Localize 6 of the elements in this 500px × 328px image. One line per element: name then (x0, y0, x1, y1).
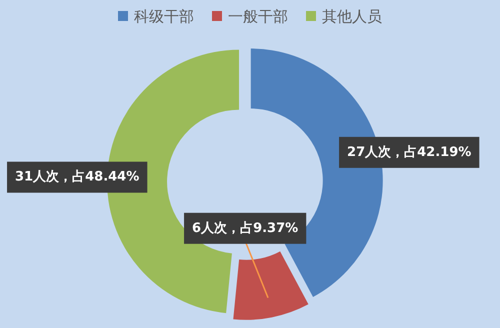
data-label: 6人次，占9.37% (192, 220, 298, 236)
legend-label: 科级干部 (134, 8, 194, 26)
data-label: 31人次，占48.44% (15, 170, 140, 185)
legend-label: 一般干部 (228, 8, 288, 26)
legend-label: 其他人员 (322, 8, 382, 26)
data-label: 27人次，占42.19% (347, 144, 472, 160)
